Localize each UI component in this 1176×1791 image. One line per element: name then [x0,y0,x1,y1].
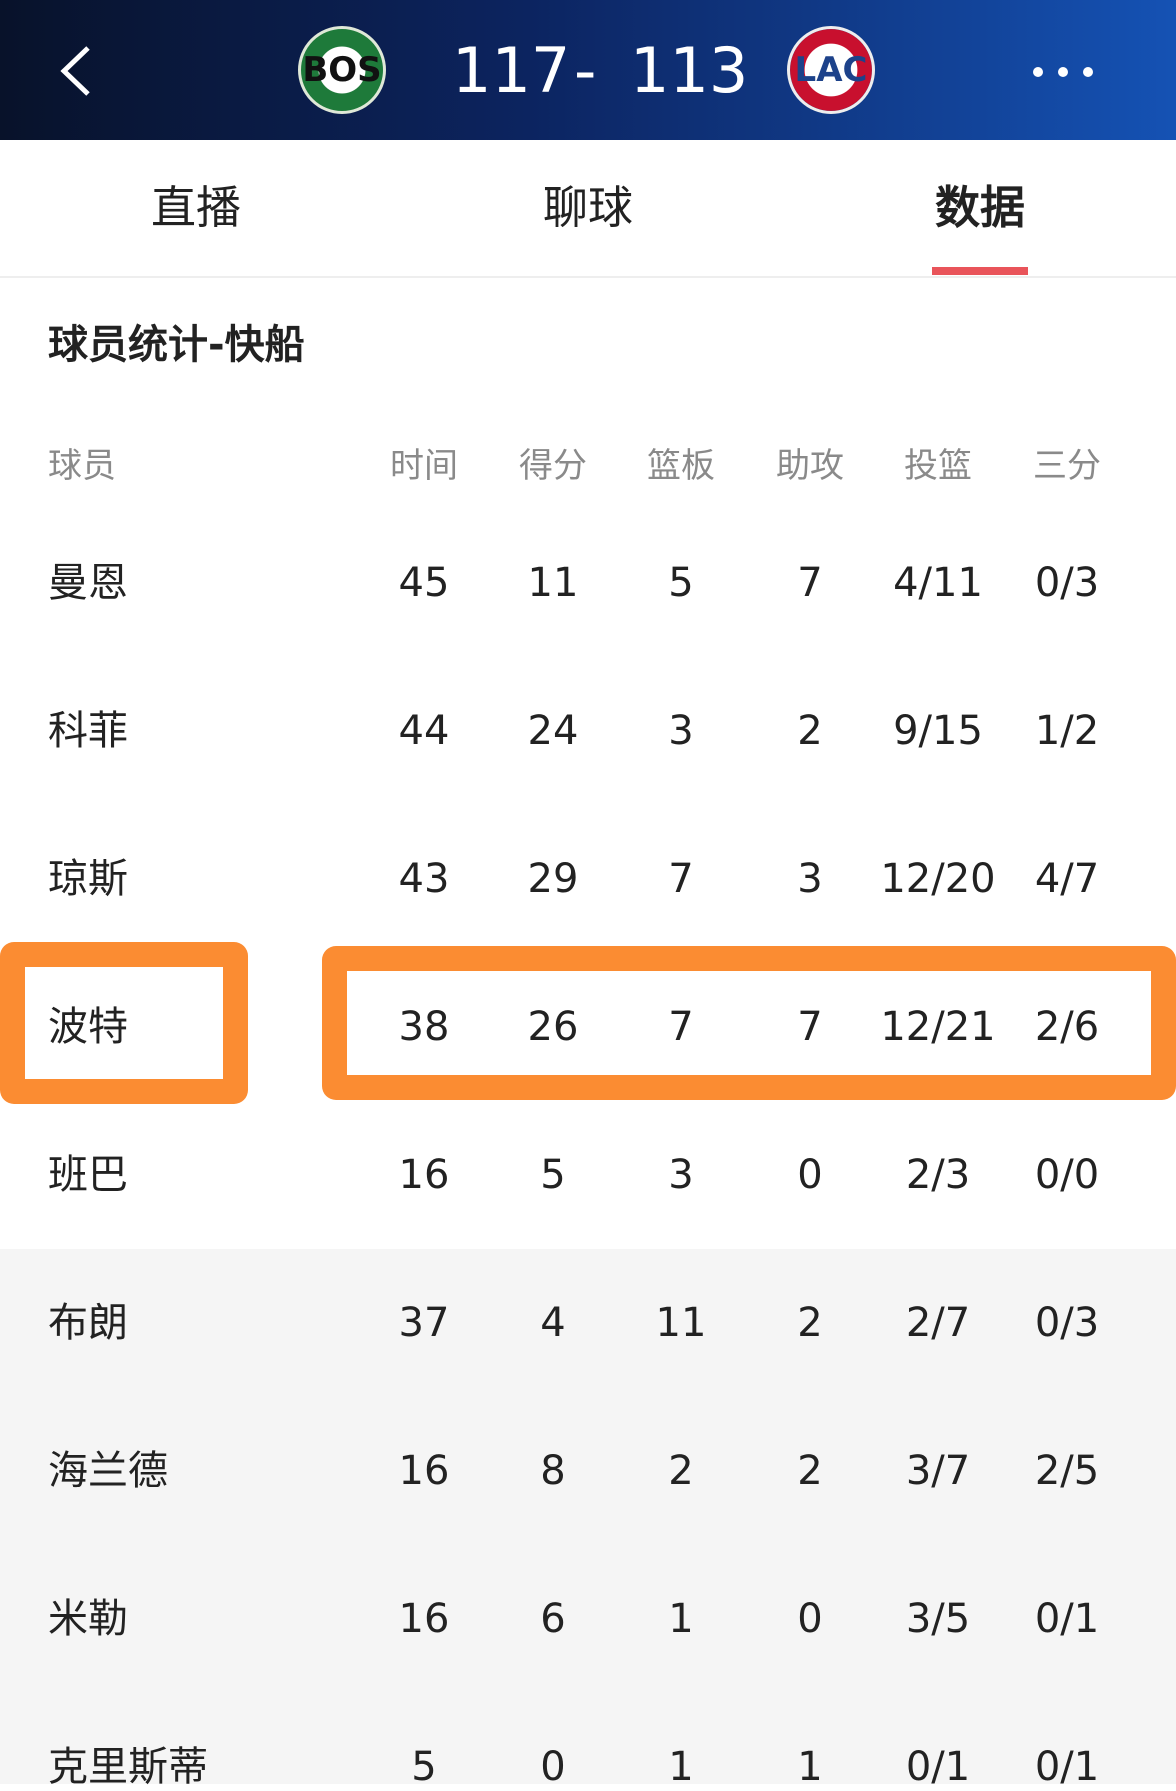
stat-cell: 11 [527,560,579,606]
home-score: 117 [452,34,571,107]
section-title: 球员统计-快船 [48,322,305,368]
stat-cell: 0 [540,1744,566,1790]
stat-cell: 0/1 [1034,1744,1100,1790]
tab-indicator [932,267,1028,275]
stat-cell: 7 [668,1004,694,1050]
stat-cell: 0/3 [1034,1300,1100,1346]
column-header: 助攻 [776,446,844,486]
stat-cell: 44 [398,708,450,754]
stat-cell: 4 [540,1300,566,1346]
stat-cell: 0 [797,1596,823,1642]
tab[interactable]: 直播 [150,181,241,234]
stat-cell: 4/11 [893,560,983,606]
stat-cell: 2 [797,708,823,754]
back-button[interactable] [56,44,96,98]
stat-cell: 6 [540,1596,566,1642]
more-button[interactable] [1030,62,1096,82]
stat-cell: 16 [398,1152,450,1198]
column-header: 投篮 [904,446,972,486]
column-header: 时间 [390,446,458,486]
player-name: 班巴 [48,1152,128,1198]
stat-cell: 4/7 [1034,856,1100,902]
stat-cell: 2 [797,1448,823,1494]
stat-cell: 0/1 [1034,1596,1100,1642]
stat-cell: 2/7 [905,1300,971,1346]
stat-cell: 16 [398,1448,450,1494]
stat-cell: 1/2 [1034,708,1100,754]
stat-cell: 16 [398,1596,450,1642]
stat-cell: 1 [797,1744,823,1790]
stat-cell: 7 [797,560,823,606]
player-name: 米勒 [48,1596,128,1642]
stat-cell: 1 [668,1596,694,1642]
column-header: 三分 [1033,446,1101,486]
home-logo[interactable]: BOS [298,26,386,114]
highlight-name-box [0,942,248,1104]
stat-cell: 2/6 [1034,1004,1100,1050]
stat-cell: 9/15 [893,708,983,754]
stat-cell: 2/5 [1034,1448,1100,1494]
highlight-stats-box [322,946,1176,1100]
column-header: 篮板 [647,446,715,486]
player-name: 布朗 [48,1300,128,1346]
stat-cell: 1 [668,1744,694,1790]
stat-cell: 38 [398,1004,450,1050]
stat-cell: 11 [655,1300,707,1346]
stat-cell: 3 [668,708,694,754]
player-name: 克里斯蒂 [48,1744,208,1790]
stat-cell: 2 [797,1300,823,1346]
stat-cell: 37 [398,1300,450,1346]
stat-cell: 5 [668,560,694,606]
stat-cell: 5 [411,1744,437,1790]
stat-cell: 3 [797,856,823,902]
tab-bar: 直播 聊球 数据 [0,140,1176,278]
stat-cell: 24 [527,708,579,754]
stat-cell: 0 [797,1152,823,1198]
stat-cell: 0/3 [1034,560,1100,606]
stat-cell: 43 [398,856,450,902]
stat-cell: 29 [527,856,579,902]
player-name: 曼恩 [48,560,128,606]
away-score: 113 [630,34,749,107]
stat-cell: 26 [527,1004,579,1050]
stat-cell: 3/5 [905,1596,971,1642]
column-header: 得分 [519,446,587,486]
player-name: 波特 [48,1004,128,1050]
tab[interactable]: 数据 [934,181,1025,234]
header-bar: BOS 117 - 113 LAC [0,0,1176,140]
stat-cell: 0/1 [905,1744,971,1790]
column-header: 球员 [48,446,116,486]
stat-cell: 5 [540,1152,566,1198]
stat-cell: 0/0 [1034,1152,1100,1198]
stat-cell: 3/7 [905,1448,971,1494]
stat-cell: 7 [797,1004,823,1050]
bench-background [0,1249,1176,1784]
stat-cell: 2 [668,1448,694,1494]
stat-cell: 12/21 [880,1004,996,1050]
player-name: 海兰德 [48,1448,168,1494]
stat-cell: 3 [668,1152,694,1198]
stat-cell: 8 [540,1448,566,1494]
tab[interactable]: 聊球 [542,181,633,234]
score-separator: - [574,34,597,107]
stat-cell: 45 [398,560,450,606]
player-name: 琼斯 [48,856,128,902]
stat-cell: 7 [668,856,694,902]
stat-cell: 2/3 [905,1152,971,1198]
player-name: 科菲 [48,708,128,754]
away-logo[interactable]: LAC [787,26,875,114]
stat-cell: 12/20 [880,856,996,902]
